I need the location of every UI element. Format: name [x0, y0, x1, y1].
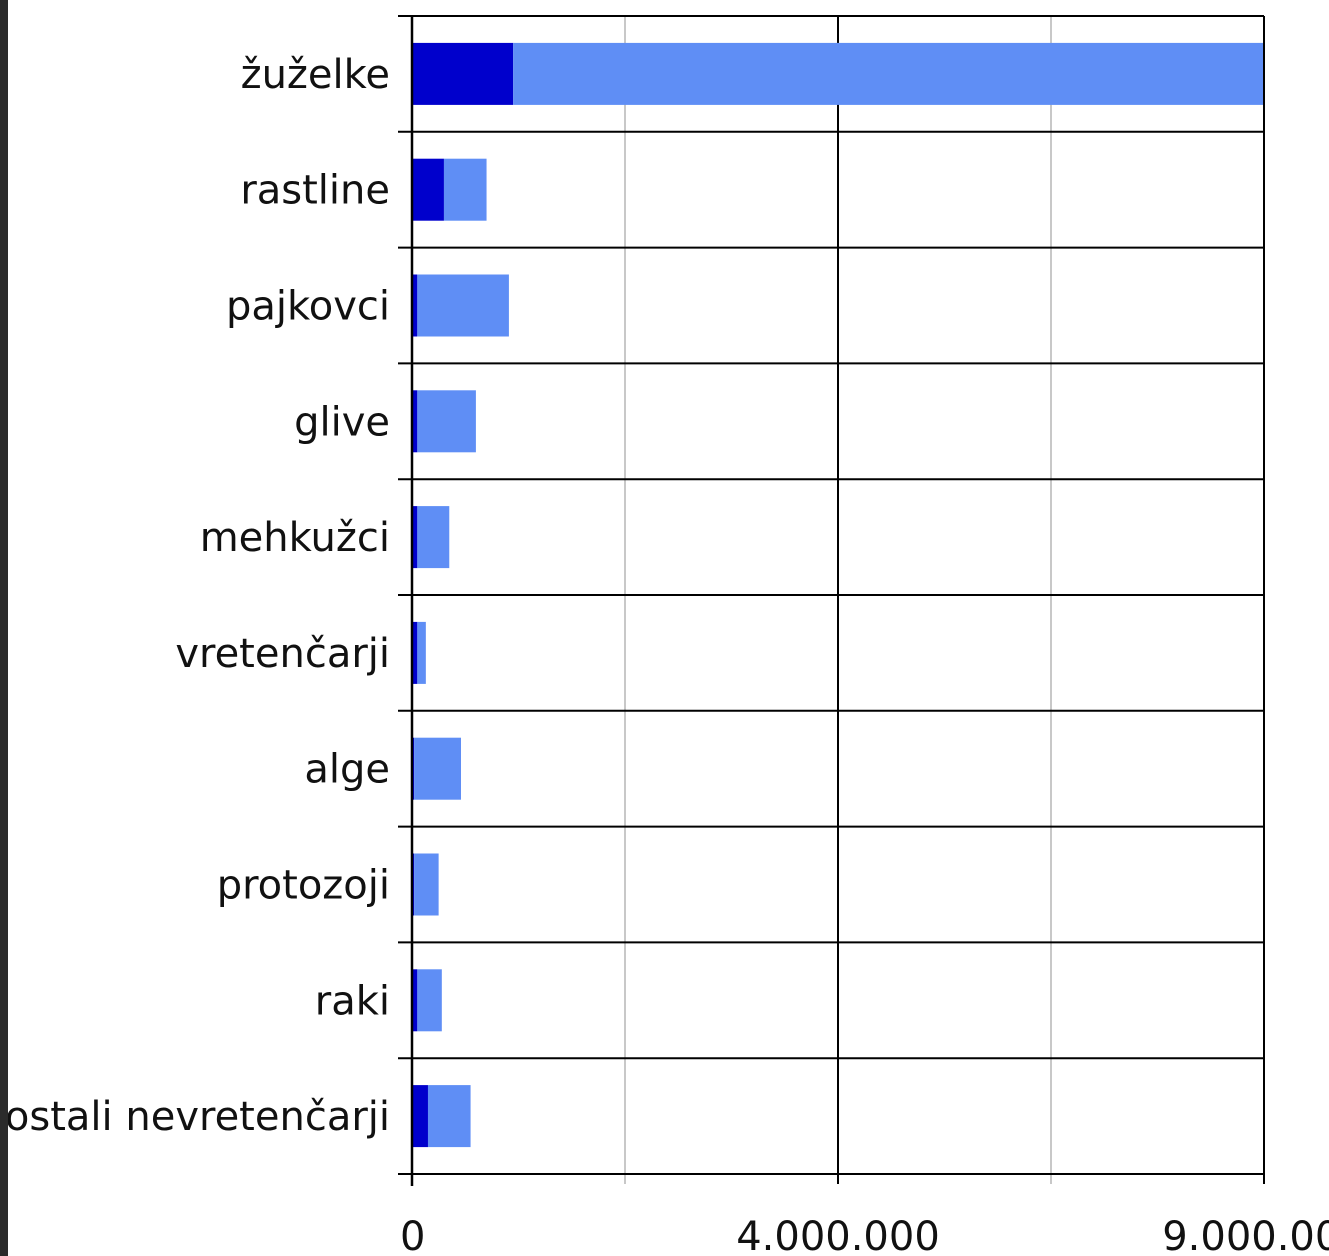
grid-layer [398, 15, 1265, 1184]
bar-segment-1 [412, 42, 514, 105]
bar-segment-2 [417, 390, 476, 453]
bar-segment-2 [417, 621, 426, 684]
x-tick-label: 4.000.000 [736, 1214, 940, 1256]
bar-segment-2 [414, 737, 461, 800]
chart-canvas: žuželke rastline pajkovci glive mehkužci vret… [8, 0, 1329, 1256]
labels-layer: žuželke rastline pajkovci glive mehkužci vret… [8, 52, 1329, 1256]
bar-segment-1 [412, 158, 444, 221]
category-label: glive [294, 399, 390, 445]
category-label: alge [304, 747, 390, 793]
bar-segment-2 [443, 158, 487, 221]
bar-segment-1 [412, 969, 418, 1032]
bar-segment-1 [412, 390, 418, 453]
bar-segment-1 [412, 621, 418, 684]
axis-layer [410, 15, 1265, 1186]
bar-segment-2 [414, 853, 439, 916]
category-label: žuželke [241, 52, 390, 98]
x-tick-label: 0 [400, 1214, 425, 1256]
category-label: mehkužci [200, 515, 390, 561]
stacked-bar-chart: žuželke rastline pajkovci glive mehkužci vret… [8, 15, 1329, 1256]
category-label: ostali nevretenčarji [8, 1094, 390, 1140]
bar-segment-1 [412, 506, 418, 569]
bar-segment-1 [412, 1085, 428, 1148]
bar-segment-2 [427, 1085, 471, 1148]
bar-segment-1 [412, 274, 418, 337]
category-label: raki [315, 978, 390, 1024]
category-label: vretenčarji [175, 631, 390, 677]
bar-segment-2 [417, 969, 442, 1032]
category-label: protozoji [217, 863, 390, 909]
bar-segment-2 [417, 274, 509, 337]
x-tick-label: 9.000.000 [1162, 1214, 1329, 1256]
bar-segment-2 [513, 42, 1264, 105]
category-label: pajkovci [226, 284, 390, 330]
bar-segment-2 [417, 506, 450, 569]
category-label: rastline [240, 168, 390, 214]
